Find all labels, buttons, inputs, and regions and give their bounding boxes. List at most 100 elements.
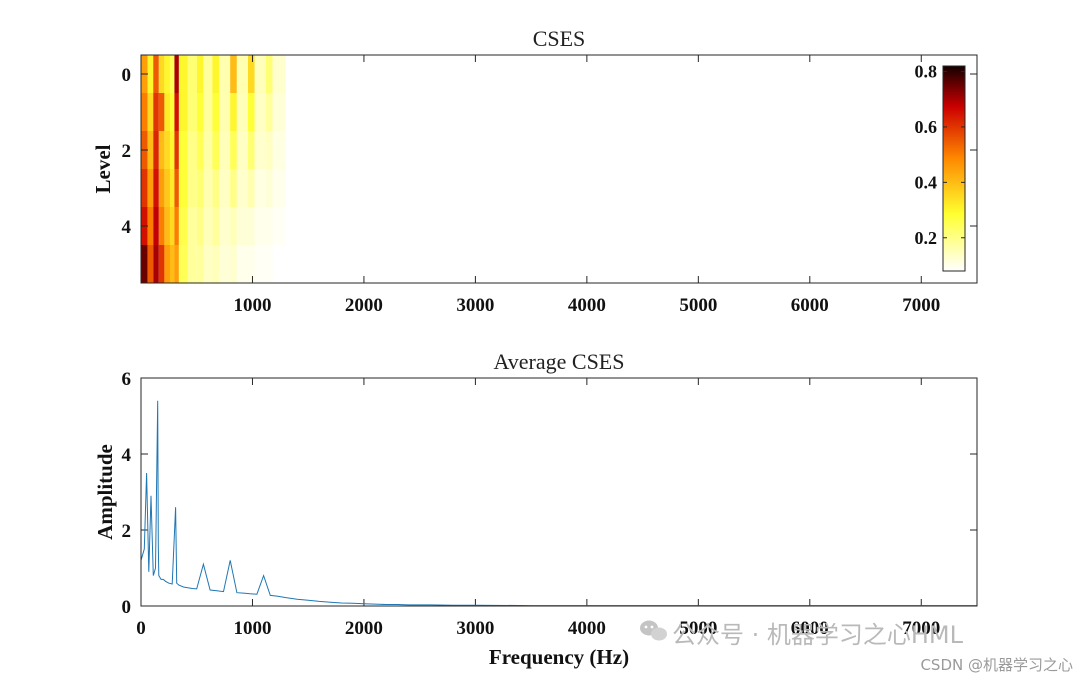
heatmap-cell xyxy=(230,131,237,169)
colorbar-ticks: 0.2 0.4 0.6 0.8 xyxy=(915,62,965,248)
heatmap-cell xyxy=(265,55,273,93)
heatmap-cell xyxy=(147,169,154,207)
heatmap-cell xyxy=(272,207,286,245)
heatmap-cell xyxy=(254,207,266,245)
colorbar-tick-label: 0.4 xyxy=(915,172,938,192)
watermark-sub-text: CSDN @机器学习之心 xyxy=(920,656,1073,674)
heatmap-cell xyxy=(153,207,159,245)
heatmap-cell xyxy=(230,93,237,131)
heatmap-cell xyxy=(178,55,188,93)
heatmap-cell xyxy=(248,55,255,93)
colorbar: 0.2 0.4 0.6 0.8 xyxy=(915,62,966,272)
heatmap-x-tick-label: 4000 xyxy=(568,295,606,316)
heatmap-cell xyxy=(230,169,237,207)
line-y-tick-label: 0 xyxy=(122,597,132,618)
colorbar-gradient xyxy=(942,65,966,272)
heatmap-cell xyxy=(219,55,231,93)
heatmap-cell xyxy=(272,93,286,131)
heatmap-cell xyxy=(169,55,175,93)
heatmap-cell xyxy=(254,245,266,283)
heatmap-cell xyxy=(158,169,165,207)
heatmap-cell xyxy=(248,245,255,283)
heatmap-cell xyxy=(178,207,188,245)
heatmap-cell xyxy=(254,55,266,93)
heatmap-cell xyxy=(212,169,220,207)
heatmap-cell xyxy=(169,207,175,245)
colorbar-tick-label: 0.2 xyxy=(915,228,938,248)
heatmap-cell xyxy=(141,169,148,207)
heatmap-cell xyxy=(153,131,159,169)
heatmap-cell xyxy=(254,169,266,207)
heatmap-cell xyxy=(219,207,231,245)
heatmap-cell xyxy=(187,207,197,245)
line-x-tick-label: 2000 xyxy=(345,618,383,639)
heatmap-cell xyxy=(169,131,175,169)
heatmap-x-tick-label: 3000 xyxy=(456,295,494,316)
heatmap-cell xyxy=(187,169,197,207)
line-y-label: Amplitude xyxy=(93,444,117,540)
line-x-tick-label: 3000 xyxy=(456,618,494,639)
heatmap-cell xyxy=(265,131,273,169)
wechat-icon xyxy=(640,620,667,641)
heatmap-cell xyxy=(248,93,255,131)
line-x-tick-label: 7000 xyxy=(902,618,940,639)
heatmap-cell xyxy=(178,169,188,207)
heatmap-cell xyxy=(174,93,179,131)
heatmap-cell xyxy=(158,245,165,283)
line-y-tick-label: 4 xyxy=(122,445,132,466)
heatmap-cell xyxy=(196,55,204,93)
heatmap-cell xyxy=(265,169,273,207)
heatmap-cell xyxy=(254,93,266,131)
heatmap-cell xyxy=(169,169,175,207)
heatmap-cell xyxy=(164,169,170,207)
heatmap-cell xyxy=(219,131,231,169)
heatmap-y-tick-label: 0 xyxy=(122,65,132,86)
heatmap-x-tick-label: 5000 xyxy=(679,295,717,316)
heatmap-cell xyxy=(254,131,266,169)
heatmap-cell xyxy=(141,245,148,283)
line-title: Average CSES xyxy=(494,349,625,374)
heatmap-cell xyxy=(164,207,170,245)
heatmap-cell xyxy=(158,55,165,93)
line-x-tick-label: 1000 xyxy=(233,618,271,639)
heatmap-cell xyxy=(169,245,175,283)
heatmap-x-ticks: 1000 2000 3000 4000 5000 6000 7000 xyxy=(233,55,940,316)
heatmap-cell xyxy=(164,245,170,283)
heatmap-cell xyxy=(219,93,231,131)
heatmap-cell xyxy=(230,245,237,283)
heatmap-cell xyxy=(196,207,204,245)
heatmap-cell xyxy=(164,131,170,169)
heatmap-x-tick-label: 6000 xyxy=(791,295,829,316)
heatmap-cell xyxy=(230,207,237,245)
heatmap-cell xyxy=(153,55,159,93)
heatmap-cell xyxy=(158,207,165,245)
heatmap-cell xyxy=(203,245,213,283)
heatmap-cell xyxy=(178,93,188,131)
line-y-tick-label: 2 xyxy=(122,521,132,542)
average-cses-series-line xyxy=(140,400,977,607)
heatmap-cell xyxy=(153,245,159,283)
heatmap-cell xyxy=(141,93,148,131)
heatmap-cell xyxy=(236,207,249,245)
heatmap-cell xyxy=(212,207,220,245)
heatmap-cell xyxy=(236,169,249,207)
heatmap-cell xyxy=(212,55,220,93)
heatmap-cell xyxy=(147,207,154,245)
heatmap-cell xyxy=(187,55,197,93)
heatmap-x-tick-label: 1000 xyxy=(233,295,271,316)
heatmap-x-tick-label: 7000 xyxy=(902,295,940,316)
heatmap-cell xyxy=(153,169,159,207)
line-plot: Average CSES 0 1000 2000 3000 4000 5000 6000 70… xyxy=(93,349,978,669)
heatmap-cell xyxy=(272,245,286,283)
heatmap-cell xyxy=(187,93,197,131)
heatmap-cell xyxy=(203,169,213,207)
heatmap-cell xyxy=(272,169,286,207)
heatmap-cell xyxy=(212,245,220,283)
heatmap-cell xyxy=(230,55,237,93)
heatmap-cells xyxy=(141,55,286,283)
heatmap-cell xyxy=(196,169,204,207)
heatmap-cell xyxy=(196,131,204,169)
line-x-tick-label: 6000 xyxy=(791,618,829,639)
line-y-tick-label: 6 xyxy=(122,369,132,390)
